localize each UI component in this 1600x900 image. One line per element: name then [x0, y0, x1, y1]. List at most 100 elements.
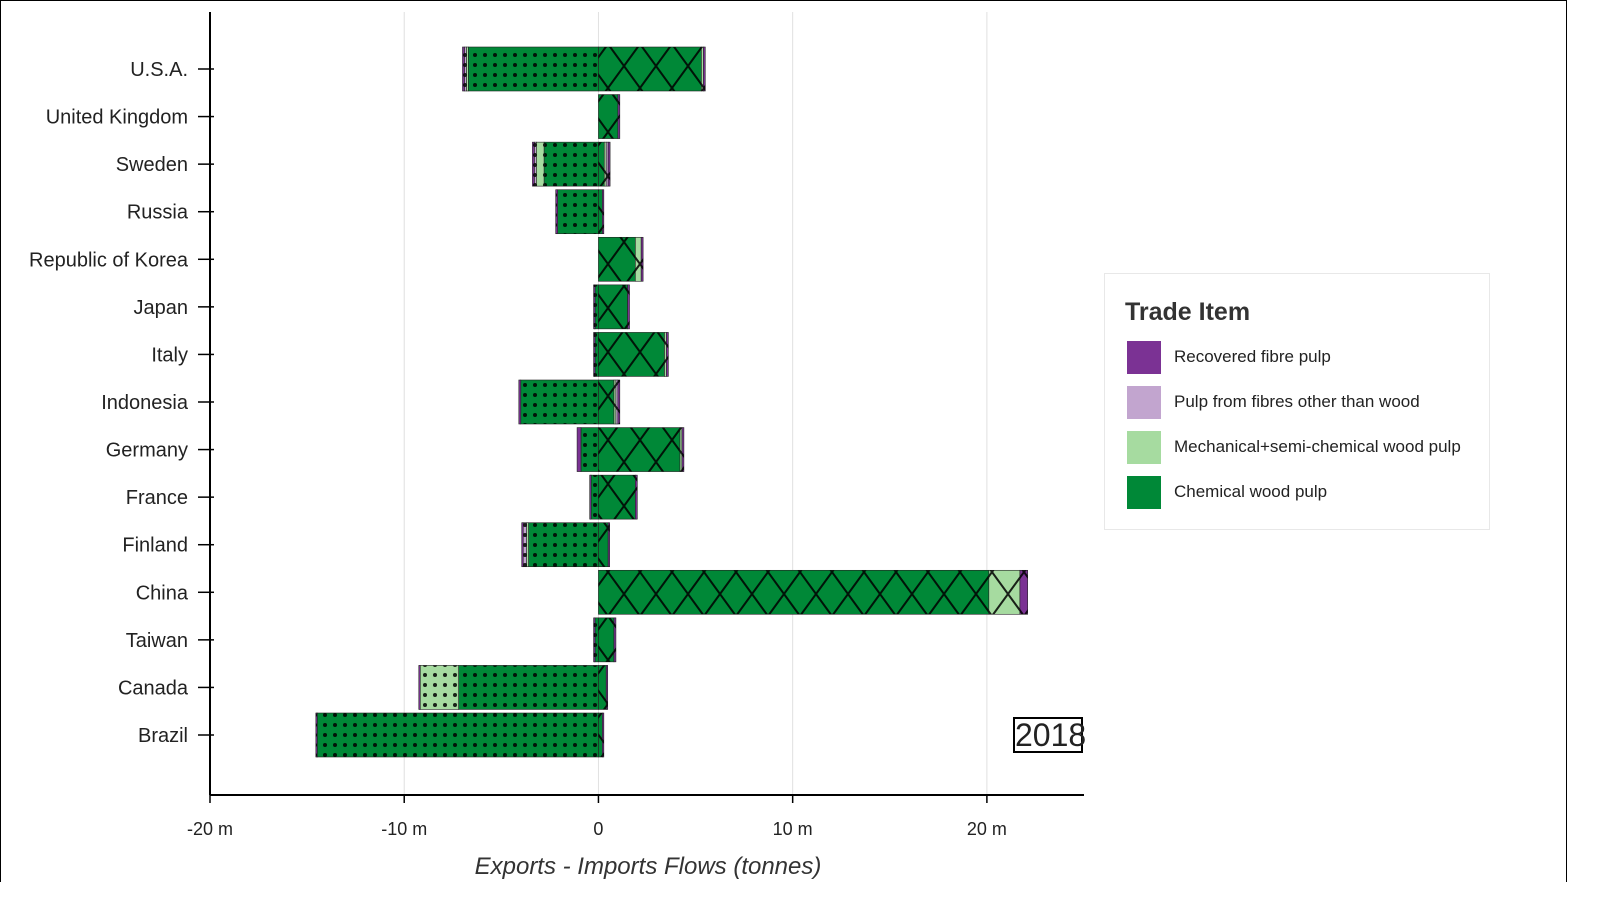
bar-segment-import-pattern: [608, 142, 611, 187]
x-tick-label: 10 m: [773, 819, 813, 839]
bar-segment-export-pattern: [528, 522, 599, 567]
bar-segment-export-pattern: [532, 142, 535, 187]
y-tick-label: Canada: [118, 677, 189, 699]
year-label: 2018: [1013, 717, 1087, 753]
legend-swatch: [1127, 430, 1161, 464]
bar-segment-import-pattern: [680, 427, 682, 472]
bar-segment-import-pattern: [617, 380, 620, 424]
bar-segment-import-pattern: [988, 570, 1020, 615]
bar-segment-export-pattern: [594, 617, 599, 662]
x-axis-title: Exports - Imports Flows (tonnes): [475, 853, 822, 880]
legend-item-pulp-other-fibres: Pulp from fibres other than wood: [1127, 385, 1420, 419]
bar-segment-export-pattern: [468, 47, 599, 91]
bar-segment-import-pattern: [613, 380, 616, 424]
bar-segment-import-pattern: [598, 237, 636, 282]
y-tick-label: Brazil: [138, 725, 188, 747]
bar-segment-import-pattern: [613, 617, 616, 662]
chart-frame: [0, 0, 1567, 882]
bar-segment-import-pattern: [598, 475, 636, 520]
bar-segment-import-pattern: [606, 665, 608, 710]
legend-label: Recovered fibre pulp: [1174, 347, 1331, 366]
y-tick-label: Taiwan: [126, 630, 188, 652]
x-tick-label: -10 m: [381, 819, 427, 839]
bar-segment-import-pattern: [1019, 570, 1028, 615]
bar-segment-export-pattern: [462, 47, 465, 91]
legend-item-mechanical-pulp: Mechanical+semi-chemical wood pulp: [1127, 430, 1461, 464]
bar-segment-import-pattern: [641, 237, 644, 282]
bar-segment-import-pattern: [598, 522, 609, 567]
bar-segment-export-pattern: [557, 189, 599, 234]
bar-segment-export-pattern: [458, 665, 599, 710]
bar-segment-import-pattern: [598, 332, 665, 377]
y-tick-label: Sweden: [116, 154, 188, 176]
y-tick-label: U.S.A.: [130, 59, 188, 81]
bar-segment-import-pattern: [598, 617, 614, 662]
y-tick-label: Indonesia: [101, 392, 189, 414]
bar-segment-import-pattern: [666, 332, 669, 377]
bar-segment-import-pattern: [701, 47, 704, 91]
bar-segment-import-pattern: [602, 189, 604, 234]
bar-segment-export-pattern: [522, 522, 527, 567]
bar-segment-import-pattern: [598, 713, 603, 757]
legend-label: Mechanical+semi-chemical wood pulp: [1174, 437, 1461, 456]
y-tick-label: United Kingdom: [46, 107, 188, 129]
bar-segment-export-pattern: [593, 284, 596, 329]
bar-segment-export-pattern: [577, 427, 581, 472]
x-tick-label: -20 m: [187, 819, 233, 839]
bar-segment-import-pattern: [615, 380, 618, 424]
bar-segment-import-pattern: [598, 142, 605, 187]
bar-segment-import-pattern: [598, 380, 614, 424]
y-tick-label: France: [126, 487, 188, 509]
y-tick-label: Germany: [106, 440, 188, 462]
bar-segment-export-pattern: [593, 617, 596, 662]
legend-swatch: [1127, 385, 1161, 419]
y-tick-label: Japan: [134, 297, 189, 319]
bar-segment-import-pattern: [602, 713, 604, 757]
legend-swatch: [1127, 475, 1161, 509]
bar-segment-export-pattern: [544, 142, 599, 187]
bar-segment-import-pattern: [617, 94, 620, 139]
bar-segment-import-pattern: [604, 142, 607, 187]
bar-segment-import-pattern: [681, 427, 684, 472]
bar-segment-export-pattern: [520, 380, 599, 424]
bar-segment-export-pattern: [419, 665, 459, 710]
bar-segment-export-pattern: [316, 713, 599, 757]
legend: Trade Item Recovered fibre pulp Pulp fro…: [1104, 273, 1490, 530]
bar-segment-import-pattern: [627, 284, 630, 329]
bar-segment-import-pattern: [598, 284, 628, 329]
bar-segment-import-pattern: [598, 189, 603, 234]
y-tick-label: Russia: [127, 202, 189, 224]
legend-title: Trade Item: [1125, 298, 1251, 326]
bar-segment-import-pattern: [664, 332, 667, 377]
bar-segment-export-pattern: [521, 522, 524, 567]
bar-segment-export-pattern: [594, 284, 599, 329]
bar-segment-import-pattern: [703, 47, 706, 91]
bar-segment-import-pattern: [598, 665, 607, 710]
bar-segment-export-pattern: [590, 475, 599, 520]
bar-segment-export-pattern: [589, 475, 592, 520]
bar-segment-import-pattern: [606, 142, 609, 187]
bar-segment-import-pattern: [598, 47, 702, 91]
legend-label: Pulp from fibres other than wood: [1174, 392, 1420, 411]
x-tick-label: 20 m: [967, 819, 1007, 839]
bar-segment-export-pattern: [593, 332, 596, 377]
y-tick-label: Republic of Korea: [29, 249, 189, 271]
bar-segment-export-pattern: [534, 142, 537, 187]
bar-segment-import-pattern: [635, 475, 638, 520]
legend-item-chemical-wood-pulp: Chemical wood pulp: [1127, 475, 1327, 509]
legend-swatch: [1127, 340, 1161, 374]
bar-segment-import-pattern: [598, 427, 681, 472]
bar-segment-export-pattern: [464, 47, 467, 91]
bar-segment-export-pattern: [466, 47, 469, 91]
legend-label: Chemical wood pulp: [1174, 482, 1328, 501]
bar-segment-export-pattern: [315, 713, 318, 757]
bar-segment-export-pattern: [526, 522, 529, 567]
x-tick-label: 0: [593, 819, 603, 839]
bar-segment-export-pattern: [580, 427, 599, 472]
bar-segment-import-pattern: [608, 522, 610, 567]
bar-segment-export-pattern: [555, 189, 558, 234]
legend-item-recovered-fibre-pulp: Recovered fibre pulp: [1127, 340, 1331, 374]
bar-segment-import-pattern: [635, 237, 642, 282]
bar-segment-import-pattern: [598, 94, 618, 139]
